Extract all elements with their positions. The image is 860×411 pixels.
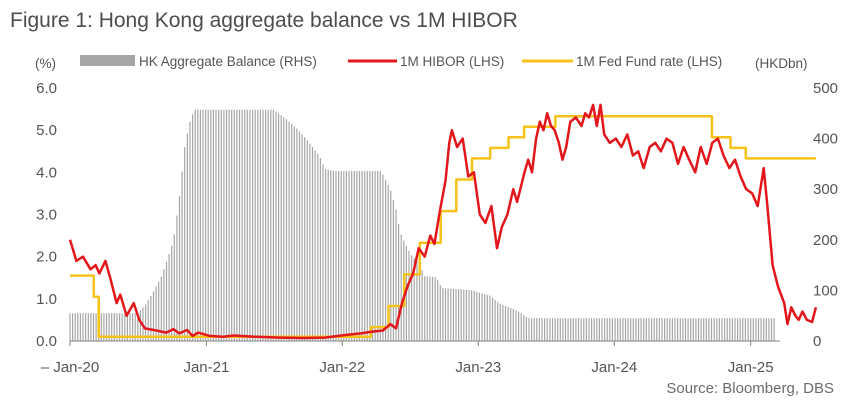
legend-label-hibor: 1M HIBOR (LHS)	[400, 54, 504, 69]
figure-title: Figure 1: Hong Kong aggregate balance vs…	[10, 9, 518, 32]
x-tick-label: – Jan-20	[41, 359, 99, 376]
x-tick-label: Jan-23	[455, 359, 501, 376]
left-axis-ticks: 0.0 1.0 2.0 3.0 4.0 5.0 6.0	[36, 80, 57, 350]
x-tick-label: Jan-22	[319, 359, 365, 376]
legend: HK Aggregate Balance (RHS) 1M HIBOR (LHS…	[80, 54, 722, 69]
left-tick-label: 5.0	[36, 122, 57, 139]
right-tick-label: 500	[813, 80, 838, 97]
left-tick-label: 1.0	[36, 291, 57, 308]
left-tick-label: 3.0	[36, 207, 57, 224]
right-tick-label: 0	[813, 333, 821, 350]
right-axis-unit: (HKDbn)	[755, 56, 808, 71]
left-tick-label: 2.0	[36, 249, 57, 266]
left-tick-label: 6.0	[36, 80, 57, 97]
x-axis-ticks: – Jan-20 Jan-21 Jan-22 Jan-23 Jan-24 Jan-25	[41, 341, 774, 376]
right-tick-label: 400	[813, 131, 838, 148]
x-tick-label: Jan-25	[728, 359, 774, 376]
left-axis-unit: (%)	[35, 56, 56, 71]
x-tick-label: Jan-21	[183, 359, 229, 376]
x-tick-label: Jan-24	[591, 359, 637, 376]
legend-label-balance: HK Aggregate Balance (RHS)	[139, 54, 317, 69]
right-tick-label: 200	[813, 232, 838, 249]
hibor-line	[68, 103, 818, 340]
legend-swatch-balance	[80, 55, 135, 66]
right-axis-ticks: 0 100 200 300 400 500	[813, 80, 838, 350]
left-tick-label: 0.0	[36, 333, 57, 350]
right-tick-label: 100	[813, 282, 838, 299]
right-tick-label: 300	[813, 181, 838, 198]
left-tick-label: 4.0	[36, 164, 57, 181]
legend-label-fed: 1M Fed Fund rate (LHS)	[576, 54, 722, 69]
aggregate-balance-bars	[69, 109, 775, 341]
source-note: Source: Bloomberg, DBS	[666, 380, 834, 397]
